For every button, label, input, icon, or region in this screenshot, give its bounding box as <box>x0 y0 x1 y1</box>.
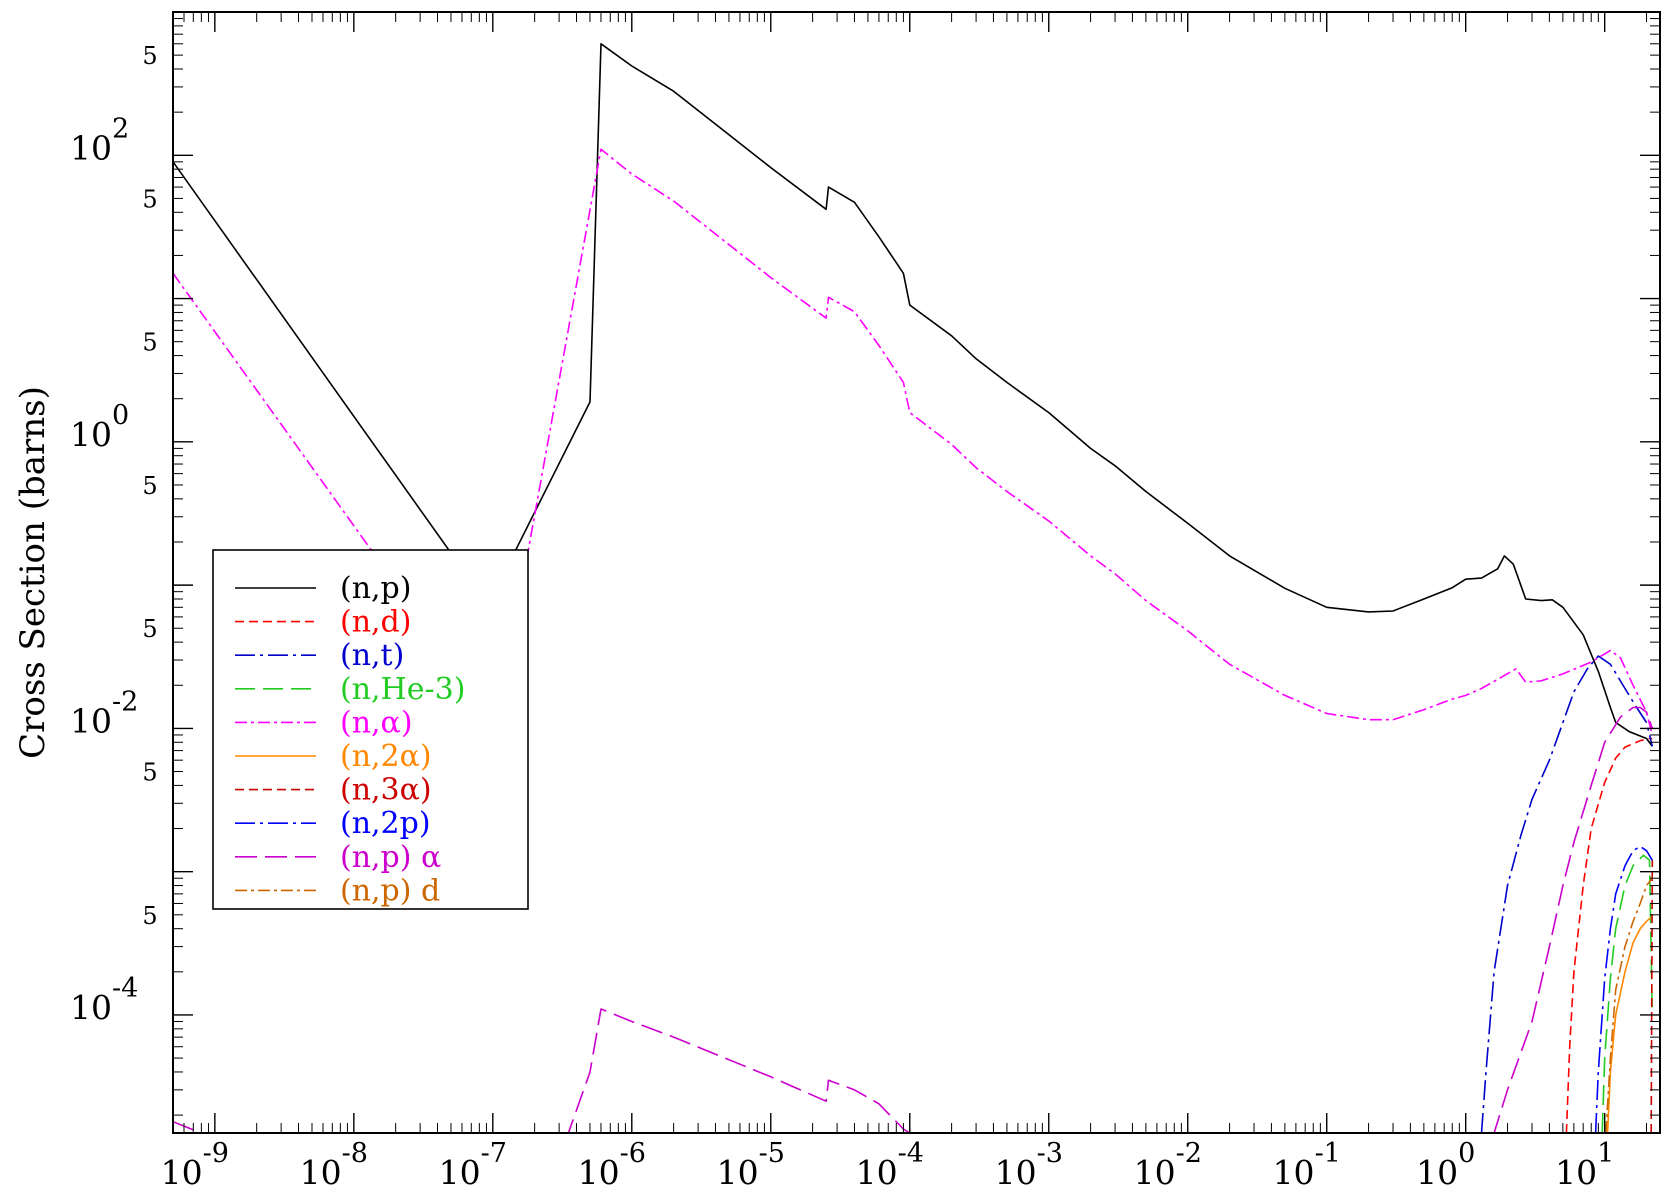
series-layer <box>173 42 1654 1133</box>
x-tick-label: 10-2 <box>1134 1138 1202 1192</box>
y-minor-tick-label: 5 <box>142 615 157 643</box>
series-line-8 <box>173 706 1654 1133</box>
y-tick-label: 10-4 <box>70 973 138 1027</box>
x-tick-label: 10-5 <box>717 1138 785 1192</box>
plot-frame <box>172 11 1661 1134</box>
series-line-5 <box>1606 916 1652 1133</box>
legend-label-8: (n,p) α <box>340 840 441 875</box>
series-line-7 <box>1594 845 1653 1133</box>
x-tick-label: 10-6 <box>578 1138 646 1192</box>
series-line-2 <box>1480 655 1654 1133</box>
x-tick-label: 10-3 <box>995 1138 1063 1192</box>
y-minor-tick-label: 5 <box>142 759 157 787</box>
legend-label-2: (n,t) <box>340 638 404 673</box>
x-tick-label: 10-9 <box>161 1138 229 1192</box>
x-tick-label: 100 <box>1416 1138 1475 1192</box>
x-tick-label: 10-1 <box>1273 1138 1341 1192</box>
legend-label-5: (n,2α) <box>340 739 432 774</box>
y-minor-tick-label: 5 <box>142 902 157 930</box>
legend-label-4: (n,α) <box>340 705 413 740</box>
x-tick-label: 10-4 <box>856 1138 924 1192</box>
y-tick-label: 100 <box>70 400 129 454</box>
y-minor-tick-label: 5 <box>142 42 157 70</box>
series-line-0 <box>173 42 1653 747</box>
legend-box <box>212 549 529 910</box>
legend-label-7: (n,2p) <box>340 806 431 841</box>
axes-layer: 10-9 10-8 10-7 10-6 10-5 10-4 10-3 10-2 10-1 100 1… <box>70 11 1661 1192</box>
legend-label-1: (n,d) <box>340 605 411 640</box>
legend-label-6: (n,3α) <box>340 773 432 808</box>
y-minor-tick-label: 5 <box>142 329 157 357</box>
legend-label-0: (n,p) <box>340 571 411 606</box>
series-line-4 <box>173 148 1654 736</box>
y-minor-tick-label: 5 <box>142 185 157 213</box>
y-axis-label: Cross Section (barns) <box>13 386 53 759</box>
x-tick-label: 10-7 <box>439 1138 507 1192</box>
y-minor-tick-label: 5 <box>142 472 157 500</box>
x-tick-label: 10-8 <box>300 1138 368 1192</box>
y-tick-label: 10-2 <box>70 686 138 740</box>
x-tick-label: 101 <box>1555 1138 1614 1192</box>
y-tick-label: 102 <box>70 113 129 167</box>
series-line-9 <box>1605 877 1653 1133</box>
legend-label-3: (n,He-3) <box>340 672 465 707</box>
legend: (n,p)(n,d)(n,t)(n,He-3)(n,α)(n,2α)(n,3α)… <box>212 549 529 910</box>
series-line-3 <box>1601 854 1654 1133</box>
legend-label-9: (n,p) d <box>340 873 440 908</box>
series-line-1 <box>1565 737 1653 1133</box>
series-line-6 <box>1650 860 1654 1133</box>
